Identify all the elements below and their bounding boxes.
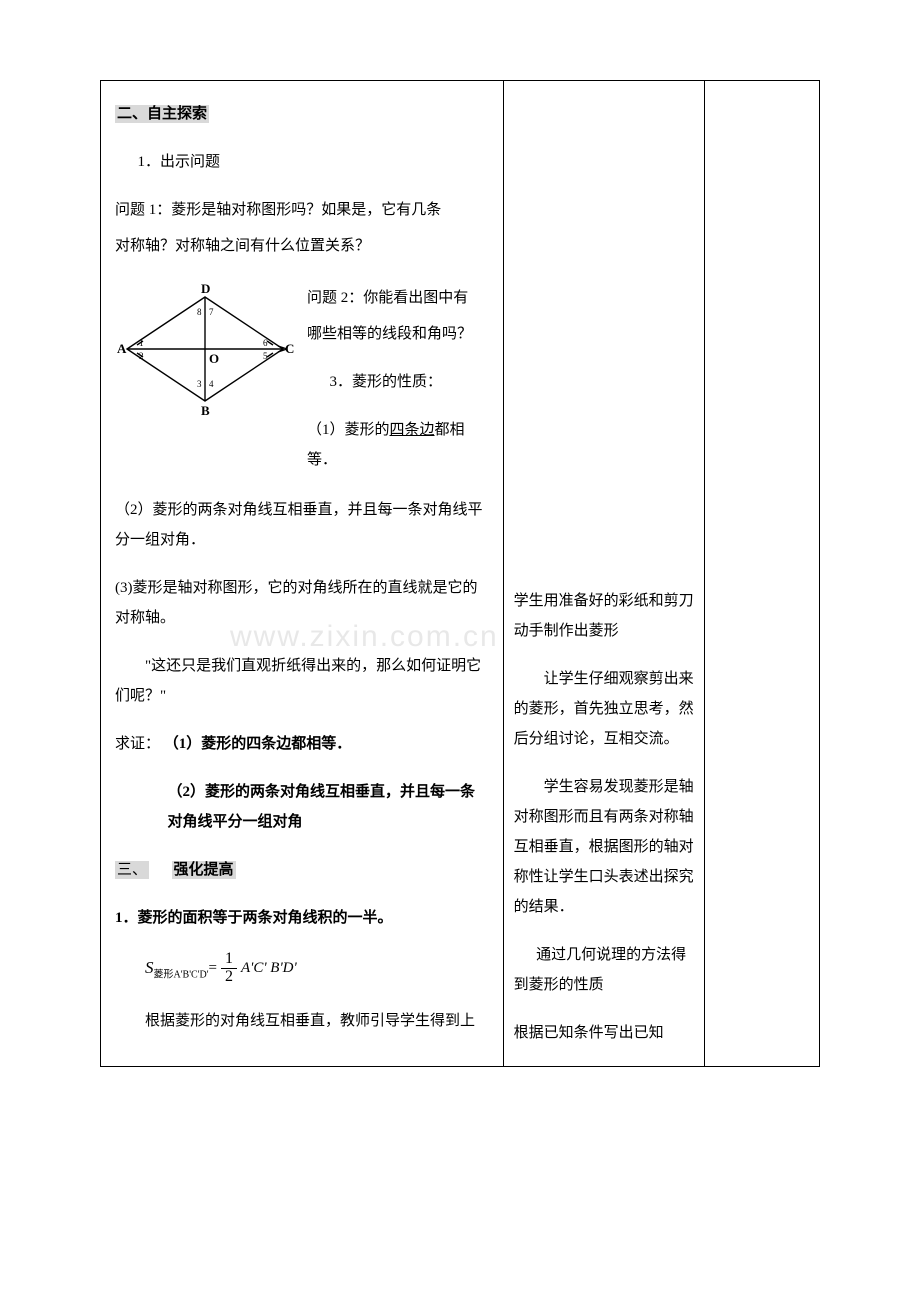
svg-text:6: 6 bbox=[263, 338, 268, 348]
svg-text:8: 8 bbox=[197, 307, 202, 317]
svg-text:B: B bbox=[201, 403, 210, 418]
mid-para-5: 根据已知条件写出已知 bbox=[514, 1018, 694, 1048]
mid-para-1: 学生用准备好的彩纸和剪刀动手制作出菱形 bbox=[514, 586, 694, 646]
area-formula: S菱形A'B'C'D' = 1 2 A'C' B'D' bbox=[145, 951, 489, 986]
section-2-heading: 二、自主探索 bbox=[115, 99, 489, 129]
proof-1: （1）菱形的四条边都相等． bbox=[164, 736, 352, 752]
property-3: (3)菱形是轴对称图形，它的对角线所在的直线就是它的对称轴。 bbox=[115, 573, 489, 633]
cell-left: 二、自主探索 1．出示问题 问题 1：菱形是轴对称图形吗？如果是，它有几条 对称… bbox=[101, 81, 504, 1067]
svg-text:1: 1 bbox=[139, 338, 144, 348]
main-table: 二、自主探索 1．出示问题 问题 1：菱形是轴对称图形吗？如果是，它有几条 对称… bbox=[100, 80, 820, 1067]
quote-line: "这还只是我们直观折纸得出来的，那么如何证明它们呢？" bbox=[115, 651, 489, 711]
svg-text:D: D bbox=[201, 281, 210, 296]
svg-text:C: C bbox=[285, 341, 294, 356]
show-question-label: 1．出示问题 bbox=[115, 147, 489, 177]
svg-text:3: 3 bbox=[197, 379, 202, 389]
question-1-line1: 问题 1：菱形是轴对称图形吗？如果是，它有几条 bbox=[115, 195, 489, 225]
svg-text:2: 2 bbox=[139, 351, 144, 361]
mid-content: 学生用准备好的彩纸和剪刀动手制作出菱形 让学生仔细观察剪出来的菱形，首先独立思考… bbox=[504, 81, 704, 1066]
proof-label: 求证： bbox=[115, 736, 160, 752]
svg-text:4: 4 bbox=[209, 379, 214, 389]
mid-para-2: 让学生仔细观察剪出来的菱形，首先独立思考，然后分组讨论，互相交流。 bbox=[514, 664, 694, 754]
section-2-title: 二、自主探索 bbox=[115, 105, 209, 123]
diagram-side-text: 问题 2：你能看出图中有 哪些相等的线段和角吗？ 3．菱形的性质： （1）菱形的… bbox=[307, 279, 489, 481]
question-2-line1: 问题 2：你能看出图中有 bbox=[307, 283, 489, 313]
svg-text:5: 5 bbox=[263, 351, 268, 361]
question-1-line2: 对称轴？对称轴之间有什么位置关系？ bbox=[115, 231, 489, 261]
svg-text:A: A bbox=[117, 341, 127, 356]
cell-right bbox=[704, 81, 819, 1067]
mid-para-3: 学生容易发现菱形是轴对称图形而且有两条对称轴互相垂直，根据图形的轴对称性让学生口… bbox=[514, 772, 694, 922]
left-content: 二、自主探索 1．出示问题 问题 1：菱形是轴对称图形吗？如果是，它有几条 对称… bbox=[101, 81, 503, 1054]
proof-block: 求证： （1）菱形的四条边都相等． bbox=[115, 729, 489, 759]
page: www.zixin.com.cn 二、自主探索 1．出示问题 问题 1：菱形是轴… bbox=[0, 0, 920, 1107]
section-3-heading: 三、 强化提高 bbox=[115, 855, 489, 885]
formula-S: S bbox=[145, 958, 154, 977]
svg-text:O: O bbox=[209, 351, 219, 366]
fraction-num: 1 bbox=[221, 951, 237, 969]
mid-para-4: 通过几何说理的方法得到菱形的性质 bbox=[514, 940, 694, 1000]
prop1-underline: 四条边 bbox=[390, 422, 435, 438]
fraction-den: 2 bbox=[221, 969, 237, 986]
svg-text:7: 7 bbox=[209, 307, 214, 317]
diagram-and-question2: D A C B O 1 2 3 4 bbox=[115, 279, 489, 481]
table-row: 二、自主探索 1．出示问题 问题 1：菱形是轴对称图形吗？如果是，它有几条 对称… bbox=[101, 81, 820, 1067]
area-statement: 1．菱形的面积等于两条对角线积的一半。 bbox=[115, 903, 489, 933]
tail-line: 根据菱形的对角线互相垂直，教师引导学生得到上 bbox=[115, 1006, 489, 1036]
formula-fraction: 1 2 bbox=[221, 951, 237, 986]
section-3-title: 强化提高 bbox=[172, 861, 236, 879]
properties-heading: 3．菱形的性质： bbox=[307, 367, 489, 397]
property-1: （1）菱形的四条边都相等． bbox=[307, 415, 489, 475]
cell-mid: 学生用准备好的彩纸和剪刀动手制作出菱形 让学生仔细观察剪出来的菱形，首先独立思考… bbox=[503, 81, 704, 1067]
formula-rhs: A'C' B'D' bbox=[241, 953, 297, 983]
section-3-prefix: 三、 bbox=[115, 861, 149, 879]
property-2: （2）菱形的两条对角线互相垂直，并且每一条对角线平分一组对角． bbox=[115, 495, 489, 555]
question-2-line2: 哪些相等的线段和角吗？ bbox=[307, 319, 489, 349]
proof-2: （2）菱形的两条对角线互相垂直，并且每一条对角线平分一组对角 bbox=[115, 777, 489, 837]
prop1-prefix: （1）菱形的 bbox=[307, 422, 390, 438]
formula-subscript: 菱形A'B'C'D' bbox=[154, 969, 209, 980]
rhombus-diagram: D A C B O 1 2 3 4 bbox=[115, 279, 295, 430]
formula-eq: = bbox=[209, 953, 217, 983]
